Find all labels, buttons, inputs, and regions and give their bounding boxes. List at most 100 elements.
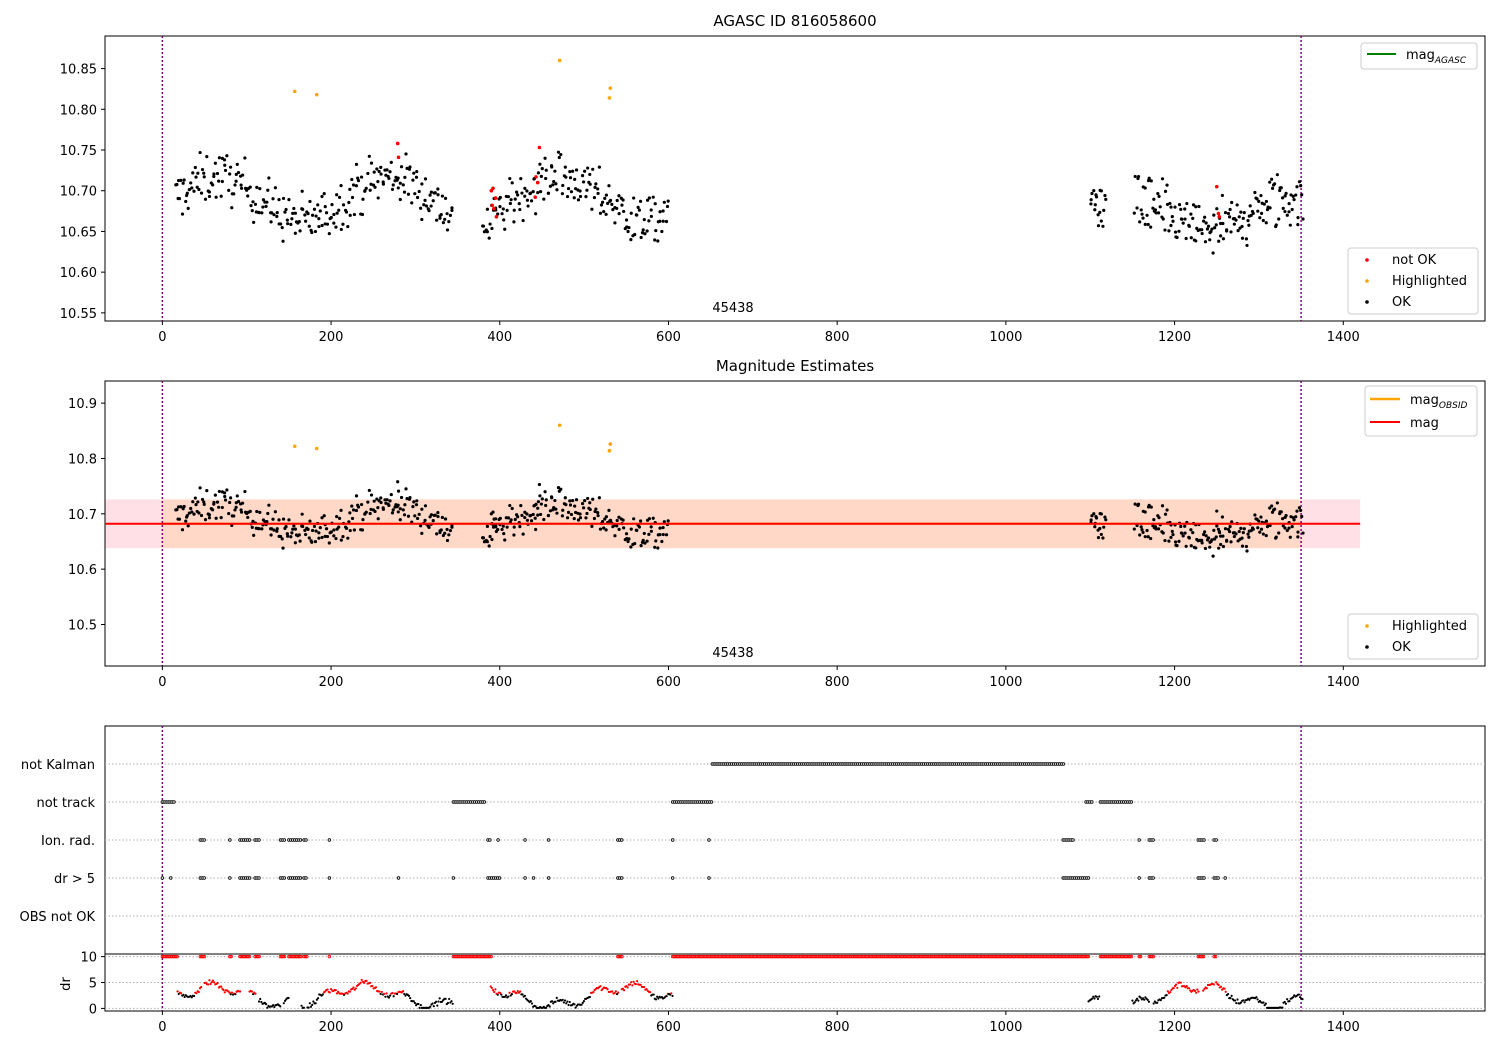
ok-point xyxy=(427,525,431,529)
ok-point xyxy=(615,198,619,203)
ok-point xyxy=(531,512,535,517)
ok-point xyxy=(322,514,326,518)
ok-point xyxy=(422,203,426,207)
ok-point xyxy=(1299,184,1303,188)
y-tick-label: 10.6 xyxy=(68,563,97,578)
x-tick-label: 1400 xyxy=(1327,1020,1360,1035)
ok-point xyxy=(599,203,604,207)
ok-point xyxy=(629,527,633,531)
ok-point xyxy=(661,219,665,223)
ok-point xyxy=(1169,223,1173,228)
ok-point xyxy=(300,189,304,193)
ok-point xyxy=(260,527,264,531)
y-tick-label: 10.60 xyxy=(60,266,97,281)
ok-point xyxy=(304,219,308,223)
ok-point xyxy=(379,500,383,505)
dr-point xyxy=(507,995,510,998)
ok-point xyxy=(509,518,513,522)
ok-point xyxy=(1219,234,1223,238)
ok-point xyxy=(1244,544,1249,549)
ok-point xyxy=(626,229,630,234)
ok-point xyxy=(260,211,264,215)
y-axis-ticks: 0 5 10 xyxy=(80,951,105,1017)
ok-point xyxy=(525,189,529,193)
ok-point xyxy=(388,499,392,503)
dr-point xyxy=(510,993,514,996)
ok-point xyxy=(230,206,234,210)
ok-point xyxy=(536,190,540,195)
ok-point xyxy=(1214,535,1218,539)
ok-point xyxy=(372,170,376,174)
ok-point xyxy=(396,480,400,484)
legend-mag-obsid-label: magOBSID xyxy=(1410,393,1468,411)
ok-point xyxy=(351,508,356,512)
ok-point xyxy=(252,220,256,224)
ok-point xyxy=(1132,527,1136,531)
dr-point xyxy=(368,981,372,984)
dr-point xyxy=(266,1006,269,1009)
ok-point xyxy=(1143,186,1147,190)
ok-point xyxy=(578,512,582,516)
ok-point xyxy=(431,199,435,203)
ok-point xyxy=(337,195,342,200)
ok-point xyxy=(346,224,350,229)
ok-point xyxy=(233,183,237,187)
ok-point xyxy=(264,204,268,208)
dr-point xyxy=(183,995,186,999)
ok-point xyxy=(207,190,211,194)
ok-point xyxy=(348,187,352,191)
dr-point xyxy=(389,994,392,997)
ok-point xyxy=(329,215,333,220)
ok-point xyxy=(481,224,486,228)
ok-point xyxy=(1202,219,1206,223)
ok-point xyxy=(308,519,312,523)
ok-point xyxy=(1187,224,1191,228)
ok-point xyxy=(387,176,391,181)
ok-point xyxy=(197,511,201,515)
ok-point xyxy=(332,221,336,225)
ok-point xyxy=(203,197,208,201)
ok-point xyxy=(228,500,232,505)
ok-point xyxy=(1234,532,1238,536)
dr-point xyxy=(387,996,391,999)
ok-point xyxy=(401,508,405,512)
ok-point xyxy=(427,209,431,213)
ok-point xyxy=(548,184,552,188)
ok-point xyxy=(624,218,629,222)
ok-point xyxy=(346,536,350,540)
dr-panel: 0 5 10 0 200 400 600 800 1000 1200 1400 dr xyxy=(59,951,1486,1035)
flag-marker xyxy=(202,838,206,842)
ok-point xyxy=(554,507,558,511)
ok-point xyxy=(184,519,188,523)
dr-point xyxy=(1224,990,1227,993)
ok-point xyxy=(398,197,402,202)
ok-point xyxy=(440,194,444,198)
ok-point xyxy=(1279,186,1283,190)
dr-point xyxy=(563,999,567,1002)
flag-marker xyxy=(228,876,232,880)
ok-point xyxy=(313,539,318,544)
ok-point xyxy=(350,504,354,508)
ok-point xyxy=(1103,515,1107,519)
x-tick-label: 1200 xyxy=(1158,330,1191,345)
ok-point xyxy=(1094,195,1099,199)
not-ok-point xyxy=(534,175,538,179)
ok-point xyxy=(551,183,555,187)
ok-point xyxy=(576,518,581,522)
dr-point xyxy=(436,1004,439,1007)
dr-point xyxy=(354,987,357,990)
dr-point xyxy=(431,1002,434,1005)
ok-point xyxy=(651,516,655,520)
flags-panel: not Kalman not track Ion. rad. dr > 5 OBS no… xyxy=(20,725,1486,955)
ok-point xyxy=(359,175,364,179)
ok-point xyxy=(1240,536,1244,540)
ok-point xyxy=(645,198,650,202)
ok-point xyxy=(647,196,651,200)
ok-point xyxy=(1213,226,1217,230)
dr-point xyxy=(254,992,257,995)
dr-capped-point xyxy=(303,954,308,959)
ok-point xyxy=(1227,215,1232,219)
legend-ok-label: OK xyxy=(1392,295,1411,310)
dr-capped-point xyxy=(228,954,232,959)
ok-point xyxy=(285,532,289,536)
